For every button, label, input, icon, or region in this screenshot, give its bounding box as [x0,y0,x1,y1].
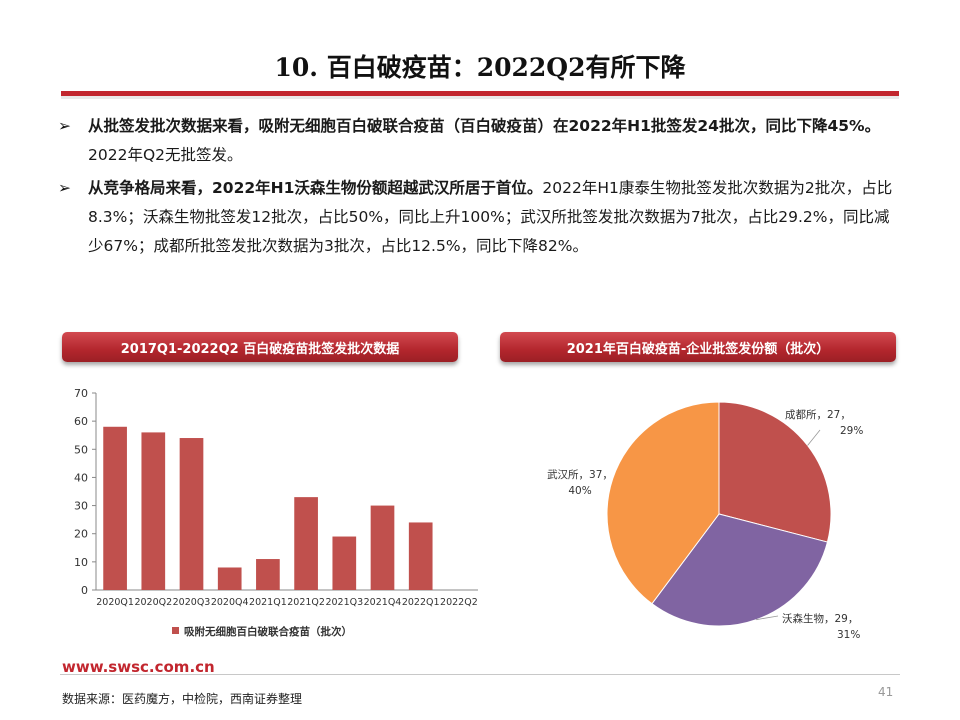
bar [141,432,166,590]
bullet-item: ➢ 从批签发批次数据来看，吸附无细胞百白破联合疫苗（百白破疫苗）在2022年H1… [58,112,900,170]
bar [217,567,242,590]
y-tick-label: 60 [74,415,88,428]
bar [103,426,127,590]
bar-chart-banner: 2017Q1-2022Q2 百白破疫苗批签发批次数据 [62,332,458,362]
x-tick-label: 2021Q2 [287,597,325,608]
arrow-bullet-icon: ➢ [58,179,71,197]
x-tick-label: 2020Q1 [96,597,134,608]
y-tick-label: 40 [74,471,88,484]
legend-swatch [172,627,179,634]
x-tick-label: 2022Q2 [440,597,478,608]
bar [408,522,433,590]
y-tick-label: 20 [74,528,88,541]
bullet-item: ➢ 从竞争格局来看，2022年H1沃森生物份额超越武汉所居于首位。2022年H1… [58,174,900,261]
pie-data-label: 武汉所，37， 40% [547,468,613,497]
x-tick-label: 2021Q3 [325,597,363,608]
pie-slice [651,513,829,627]
y-tick-label: 70 [74,387,88,400]
x-tick-label: 2020Q2 [134,597,172,608]
y-tick-label: 0 [81,584,88,597]
y-tick-label: 50 [74,443,88,456]
pie-slice [606,401,720,605]
pie-data-label: 成都所，27， 29% [785,409,863,437]
y-tick-label: 10 [74,556,88,569]
title-divider-shadow [61,96,899,99]
bar [256,559,280,590]
pie-data-label: 沃森生物，29， 31% [782,612,860,641]
bullet-text: 2022年H1康泰生物批签发批次数据为2批次，占比8.3%；沃森生物批签发12批… [88,179,893,255]
footer-divider [60,674,900,675]
bullet-list: ➢ 从批签发批次数据来看，吸附无细胞百白破联合疫苗（百白破疫苗）在2022年H1… [58,112,900,265]
x-tick-label: 2021Q1 [249,597,287,608]
bar [332,536,357,590]
bullet-text: 2022年Q2无批签发。 [88,146,243,164]
page-number: 41 [878,685,894,699]
bullet-bold-text: 从竞争格局来看，2022年H1沃森生物份额超越武汉所居于首位。 [88,179,543,197]
bar [370,505,395,590]
x-tick-label: 2020Q3 [173,597,211,608]
legend-label: 吸附无细胞百白破联合疫苗（批次） [184,625,352,638]
y-tick-label: 30 [74,500,88,513]
pie-chart: 成都所，27， 29% 沃森生物，29， 31% 武汉所，37， 40% [547,401,863,641]
data-source-note: 数据来源：医药魔方，中检院，西南证券整理 [62,692,303,706]
website-url: www.swsc.com.cn [62,658,215,676]
x-tick-label: 2021Q4 [364,597,402,608]
x-tick-label: 2020Q4 [211,597,249,608]
title-divider [61,91,899,96]
bar [179,438,204,590]
arrow-bullet-icon: ➢ [58,117,71,135]
bullet-bold-text: 从批签发批次数据来看，吸附无细胞百白破联合疫苗（百白破疫苗）在2022年H1批签… [88,117,881,135]
page-title: 10. 百白破疫苗：2022Q2有所下降 [274,53,686,82]
bar [294,497,318,590]
pie-leader-line [807,429,821,446]
pie-chart-banner: 2021年百白破疫苗-企业批签发份额（批次） [500,332,896,362]
pie-leader-line [756,615,779,621]
x-tick-label: 2022Q1 [402,597,440,608]
